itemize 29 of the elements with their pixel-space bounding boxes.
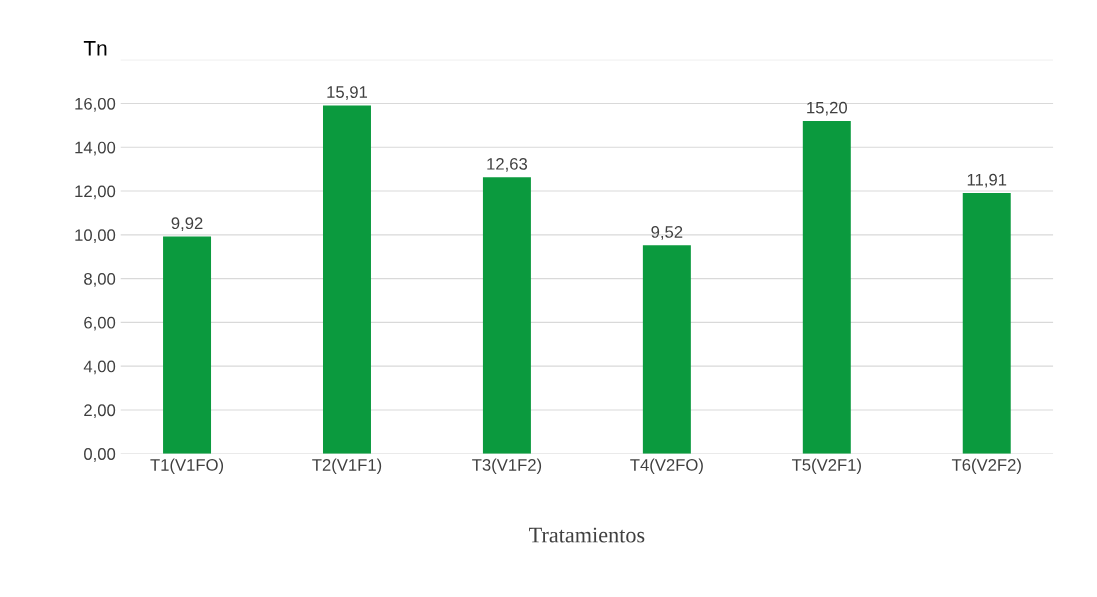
data-label: 15,20 (807, 101, 848, 116)
data-label: 9,52 (651, 226, 683, 240)
y-tick-label: 10,00 (75, 229, 116, 243)
y-tick-label: 8,00 (84, 273, 116, 287)
data-label: 11,91 (967, 173, 1007, 188)
y-tick-label: 12,00 (75, 185, 116, 200)
bar (642, 245, 691, 454)
y-tick-label: 2,00 (84, 404, 116, 419)
y-tick-label: 4,00 (83, 360, 116, 375)
y-tick-label: 16,00 (75, 97, 116, 112)
x-axis-title: Tratamientos (529, 527, 645, 543)
bar (322, 105, 371, 454)
bar (482, 177, 531, 454)
x-tick-label: T6(V2F2) (951, 458, 1021, 475)
bar (163, 236, 212, 454)
y-tick-label: 14,00 (75, 141, 116, 156)
data-label: 9,92 (171, 217, 203, 232)
y-tick-label: 6,00 (84, 316, 116, 331)
x-tick-label: T2(V1F1) (312, 458, 382, 475)
bar (962, 193, 1011, 454)
x-tick-label: T1(V1FO) (150, 458, 224, 475)
bar (802, 120, 851, 454)
x-tick-label: T4(V2FO) (630, 458, 703, 475)
data-label: 15,91 (327, 86, 368, 100)
data-label: 12,63 (487, 157, 528, 172)
y-tick-label: 0,00 (84, 448, 116, 462)
x-tick-label: T3(V1F2) (472, 458, 542, 475)
x-tick-label: T5(V2F1) (791, 458, 861, 475)
y-axis-title: Tn (83, 41, 107, 56)
